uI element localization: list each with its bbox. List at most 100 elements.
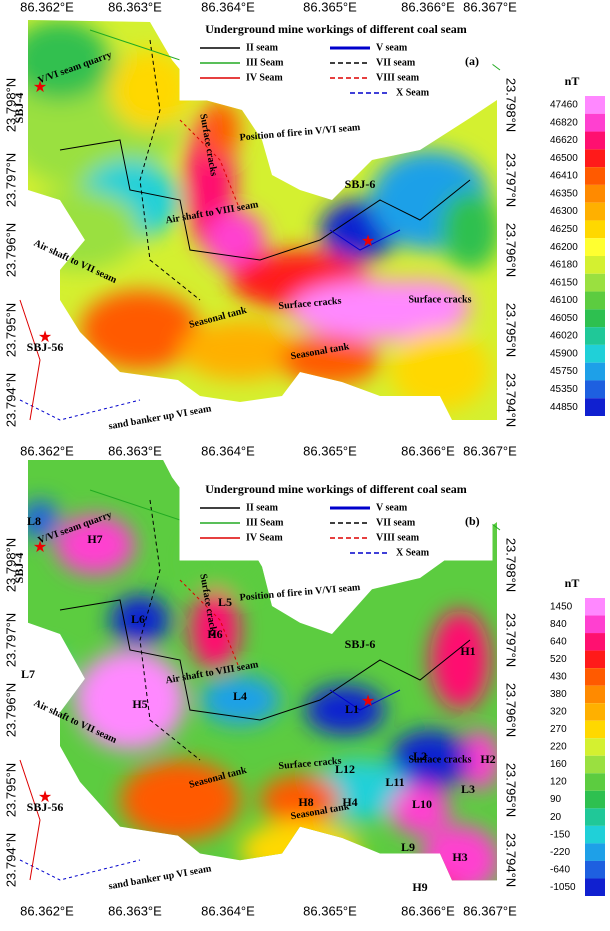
- colorbar-swatch: [585, 860, 605, 879]
- legend-box: [179, 477, 493, 561]
- color-blob: [390, 785, 450, 835]
- x-tick-label: 86.362°E: [20, 443, 74, 458]
- colorbar-label: 320: [550, 707, 567, 718]
- anomaly-label: L1: [345, 702, 359, 716]
- y-tick-label: 23.797°N: [3, 153, 18, 207]
- x-tick-label: 86.366°E: [401, 903, 455, 918]
- y-tick-label: 23.794°N: [3, 373, 18, 427]
- legend-label: IV Seam: [246, 532, 283, 543]
- color-blob: [430, 610, 490, 710]
- mine-working: [329, 689, 401, 711]
- colorbar-label: 46150: [550, 277, 578, 288]
- color-blob: [110, 595, 170, 645]
- annotation: Surface cracks: [408, 294, 471, 305]
- annotation: SBJ-6: [345, 637, 376, 651]
- anomaly-label: H1: [460, 644, 475, 658]
- colorbar-label: 46050: [550, 313, 578, 324]
- y-tick-label: 23.798°N: [3, 78, 18, 132]
- x-tick-label: 86.366°E: [401, 443, 455, 458]
- anomaly-label: L7: [21, 667, 35, 681]
- color-blob: [28, 650, 70, 700]
- annotation: SBJ-6: [345, 177, 376, 191]
- colorbar-swatch: [585, 273, 605, 292]
- anomaly-label: L12: [335, 762, 355, 776]
- colorbar-label: 520: [550, 654, 567, 665]
- colorbar-swatch: [585, 96, 605, 114]
- anomaly-label: H6: [207, 627, 222, 641]
- colorbar-swatch: [585, 184, 605, 203]
- annotation: SBJ-4: [12, 93, 26, 124]
- anomaly-label: H7: [87, 532, 102, 546]
- color-blob: [180, 320, 300, 380]
- color-blob: [280, 335, 380, 385]
- x-tick-label: 86.365°E: [303, 903, 357, 918]
- colorbar-swatch: [585, 398, 605, 416]
- mine-working: [59, 599, 471, 721]
- x-tick-label: 86.364°E: [201, 0, 255, 14]
- color-blob: [390, 730, 470, 790]
- y-tick-label: 23.798°N: [504, 538, 519, 592]
- anomaly-label: H2: [480, 752, 495, 766]
- colorbar-label: 46250: [550, 224, 578, 235]
- colorbar-label: 46500: [550, 153, 578, 164]
- colorbar-swatch: [585, 703, 605, 721]
- mine-working: [59, 139, 471, 261]
- colorbar-label: 45900: [550, 348, 578, 359]
- colorbar-swatch: [585, 309, 605, 328]
- colorbar-swatch: [585, 113, 605, 132]
- colorbar-unit: nT: [565, 576, 580, 590]
- colorbar-swatch: [585, 149, 605, 168]
- legend-label: II seam: [246, 42, 279, 53]
- colorbar-label: 120: [550, 777, 567, 788]
- y-tick-label: 23.794°N: [504, 373, 519, 427]
- colorbar-label: -640: [550, 864, 570, 875]
- mine-working: [179, 119, 241, 211]
- anomaly-label: H8: [298, 795, 313, 809]
- y-tick-label: 23.797°N: [504, 153, 519, 207]
- colorbar-label: 45750: [550, 366, 578, 377]
- colorbar-swatch: [585, 843, 605, 861]
- color-blob: [305, 685, 385, 735]
- colorbar-swatch: [585, 738, 605, 756]
- x-tick-label: 86.362°E: [20, 0, 74, 14]
- x-tick-label: 86.364°E: [201, 443, 255, 458]
- mine-working: [19, 299, 41, 421]
- anomaly-label: L6: [131, 612, 145, 626]
- annotation: sand banker up VI seam: [108, 863, 213, 892]
- mine-working: [19, 759, 41, 881]
- colorbar-label: 380: [550, 689, 567, 700]
- colorbar-swatch: [585, 362, 605, 381]
- mine-working: [139, 499, 201, 761]
- color-blob: [28, 20, 110, 100]
- colorbar-swatch: [585, 256, 605, 274]
- colorbar-label: 45350: [550, 384, 578, 395]
- mine-working: [179, 579, 241, 671]
- colorbar-swatch: [585, 685, 605, 704]
- anomaly-label: L5: [218, 595, 232, 609]
- y-tick-label: 23.797°N: [3, 613, 18, 667]
- legend-box: [179, 17, 493, 101]
- borehole-star: ★: [38, 789, 52, 806]
- colorbar-label: -220: [550, 847, 570, 858]
- map-panel: Underground mine workings of different c…: [3, 460, 605, 896]
- x-tick-label: 86.363°E: [108, 0, 162, 14]
- legend-label: VIII seam: [376, 72, 420, 83]
- colorbar-label: 160: [550, 759, 567, 770]
- legend-label: IV Seam: [246, 72, 283, 83]
- y-tick-label: 23.798°N: [3, 538, 18, 592]
- annotation: Position of fire in V/VI seam: [239, 122, 361, 144]
- y-tick-label: 23.798°N: [504, 78, 519, 132]
- colorbar-swatch: [585, 344, 605, 363]
- colorbar-label: 46820: [550, 117, 578, 128]
- colorbar-swatch: [585, 291, 605, 310]
- colorbar-label: 46100: [550, 295, 578, 306]
- magnetic-map: [28, 460, 497, 881]
- anomaly-label: L9: [401, 840, 415, 854]
- colorbar-swatch: [585, 380, 605, 399]
- colorbar-swatch: [585, 615, 605, 634]
- colorbar-label: 46180: [550, 260, 578, 271]
- x-tick-label: 86.365°E: [303, 0, 357, 14]
- color-blob: [200, 675, 280, 725]
